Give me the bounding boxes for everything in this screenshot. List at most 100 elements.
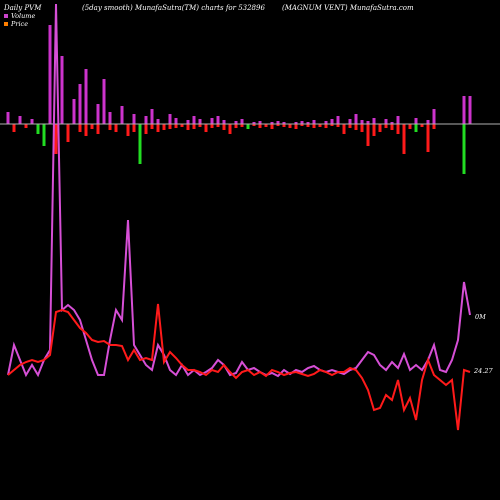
volume-bar-down bbox=[348, 124, 352, 128]
volume-bar-up bbox=[294, 122, 298, 124]
volume-bar-down bbox=[36, 124, 40, 134]
volume-bar-down bbox=[156, 124, 160, 132]
volume-bar-down bbox=[288, 124, 292, 128]
volume-bar-down bbox=[192, 124, 196, 129]
volume-bar-up bbox=[156, 119, 160, 124]
volume-bar-down bbox=[228, 124, 232, 134]
volume-bar-down bbox=[276, 124, 280, 126]
price-value-label: 24.27 bbox=[473, 367, 493, 375]
volume-bar-down bbox=[300, 124, 304, 126]
volume-bar-up bbox=[60, 56, 64, 124]
volume-bar-up bbox=[198, 119, 202, 124]
volume-bar-up bbox=[306, 122, 310, 124]
volume-bar-down bbox=[420, 124, 424, 127]
volume-bar-up bbox=[366, 121, 370, 124]
volume-bar-down bbox=[246, 124, 250, 129]
volume-bar-up bbox=[234, 121, 238, 124]
volume-bar-down bbox=[402, 124, 406, 154]
volume-bar-down bbox=[222, 124, 226, 130]
volume-bar-down bbox=[366, 124, 370, 146]
volume-bar-down bbox=[264, 124, 268, 127]
volume-bar-down bbox=[234, 124, 238, 128]
volume-bar-up bbox=[48, 25, 52, 124]
volume-bar-up bbox=[72, 99, 76, 124]
volume-bar-down bbox=[198, 124, 202, 127]
volume-bar-up bbox=[426, 120, 430, 124]
volume-bar-up bbox=[324, 121, 328, 124]
legend-price-label: Price bbox=[10, 20, 28, 28]
volume-bar-down bbox=[240, 124, 244, 127]
volume-bar-down bbox=[84, 124, 88, 136]
volume-bar-up bbox=[258, 121, 262, 124]
volume-bar-up bbox=[18, 116, 22, 124]
volume-bar-up bbox=[312, 120, 316, 124]
volume-bar-up bbox=[192, 116, 196, 124]
volume-bar-down bbox=[216, 124, 220, 127]
volume-bar-up bbox=[432, 109, 436, 124]
volume-bar-up bbox=[108, 112, 112, 124]
volume-bar-up bbox=[6, 112, 10, 124]
volume-bar-up bbox=[270, 122, 274, 124]
volume-bar-down bbox=[78, 124, 82, 132]
volume-bar-down bbox=[144, 124, 148, 134]
volume-bar-down bbox=[330, 124, 334, 126]
volume-bar-up bbox=[84, 69, 88, 124]
chart-title-right: (MAGNUM VENT) MunafaSutra.com bbox=[282, 4, 414, 12]
volume-bar-down bbox=[426, 124, 430, 152]
volume-bar-down bbox=[168, 124, 172, 129]
volume-bar-up bbox=[102, 79, 106, 124]
legend-volume-swatch bbox=[4, 14, 8, 18]
volume-bar-down bbox=[174, 124, 178, 128]
volume-bar-up bbox=[120, 106, 124, 124]
volume-bar-up bbox=[240, 119, 244, 124]
volume-bar-down bbox=[96, 124, 100, 134]
volume-bar-up bbox=[462, 96, 466, 124]
volume-bar-down bbox=[54, 124, 58, 154]
volume-bar-down bbox=[318, 124, 322, 127]
volume-bar-up bbox=[414, 118, 418, 124]
volume-bar-up bbox=[396, 116, 400, 124]
volume-bar-up bbox=[282, 122, 286, 124]
volume-bar-down bbox=[66, 124, 70, 142]
volume-bar-down bbox=[210, 124, 214, 128]
volume-bar-up bbox=[150, 109, 154, 124]
volume-bar-up bbox=[96, 104, 100, 124]
volume-bar-down bbox=[126, 124, 130, 136]
volume-bar-down bbox=[150, 124, 154, 129]
volume-bar-down bbox=[186, 124, 190, 130]
chart-title-left: Daily PVM bbox=[3, 4, 42, 12]
volume-bar-down bbox=[360, 124, 364, 132]
volume-bar-up bbox=[354, 114, 358, 124]
volume-bar-down bbox=[396, 124, 400, 134]
volume-bars bbox=[6, 25, 472, 174]
legend-price-swatch bbox=[4, 22, 8, 26]
volume-bar-down bbox=[162, 124, 166, 130]
chart-title-center: (5day smooth) MunafaSutra(TM) charts for… bbox=[82, 4, 265, 12]
volume-bar-down bbox=[42, 124, 46, 146]
volume-bar-down bbox=[24, 124, 28, 128]
volume-bar-up bbox=[336, 116, 340, 124]
volume-bar-down bbox=[462, 124, 466, 174]
volume-bar-up bbox=[222, 120, 226, 124]
volume-bar-down bbox=[432, 124, 436, 129]
volume-bar-down bbox=[12, 124, 16, 132]
volume-bar-up bbox=[168, 114, 172, 124]
volume-bar-up bbox=[174, 118, 178, 124]
volume-bar-down bbox=[354, 124, 358, 130]
volume-bar-down bbox=[306, 124, 310, 127]
volume-bar-up bbox=[132, 114, 136, 124]
volume-bar-up bbox=[78, 84, 82, 124]
volume-bar-down bbox=[336, 124, 340, 127]
volume-bar-up bbox=[348, 119, 352, 124]
volume-bar-up bbox=[30, 119, 34, 124]
volume-bar-up bbox=[468, 96, 472, 124]
volume-bar-up bbox=[360, 120, 364, 124]
volume-line bbox=[7, 3, 471, 378]
volume-bar-up bbox=[276, 121, 280, 124]
volume-bar-up bbox=[300, 121, 304, 124]
volume-bar-down bbox=[204, 124, 208, 132]
volume-bar-down bbox=[258, 124, 262, 128]
volume-bar-down bbox=[270, 124, 274, 129]
volume-bar-down bbox=[282, 124, 286, 127]
